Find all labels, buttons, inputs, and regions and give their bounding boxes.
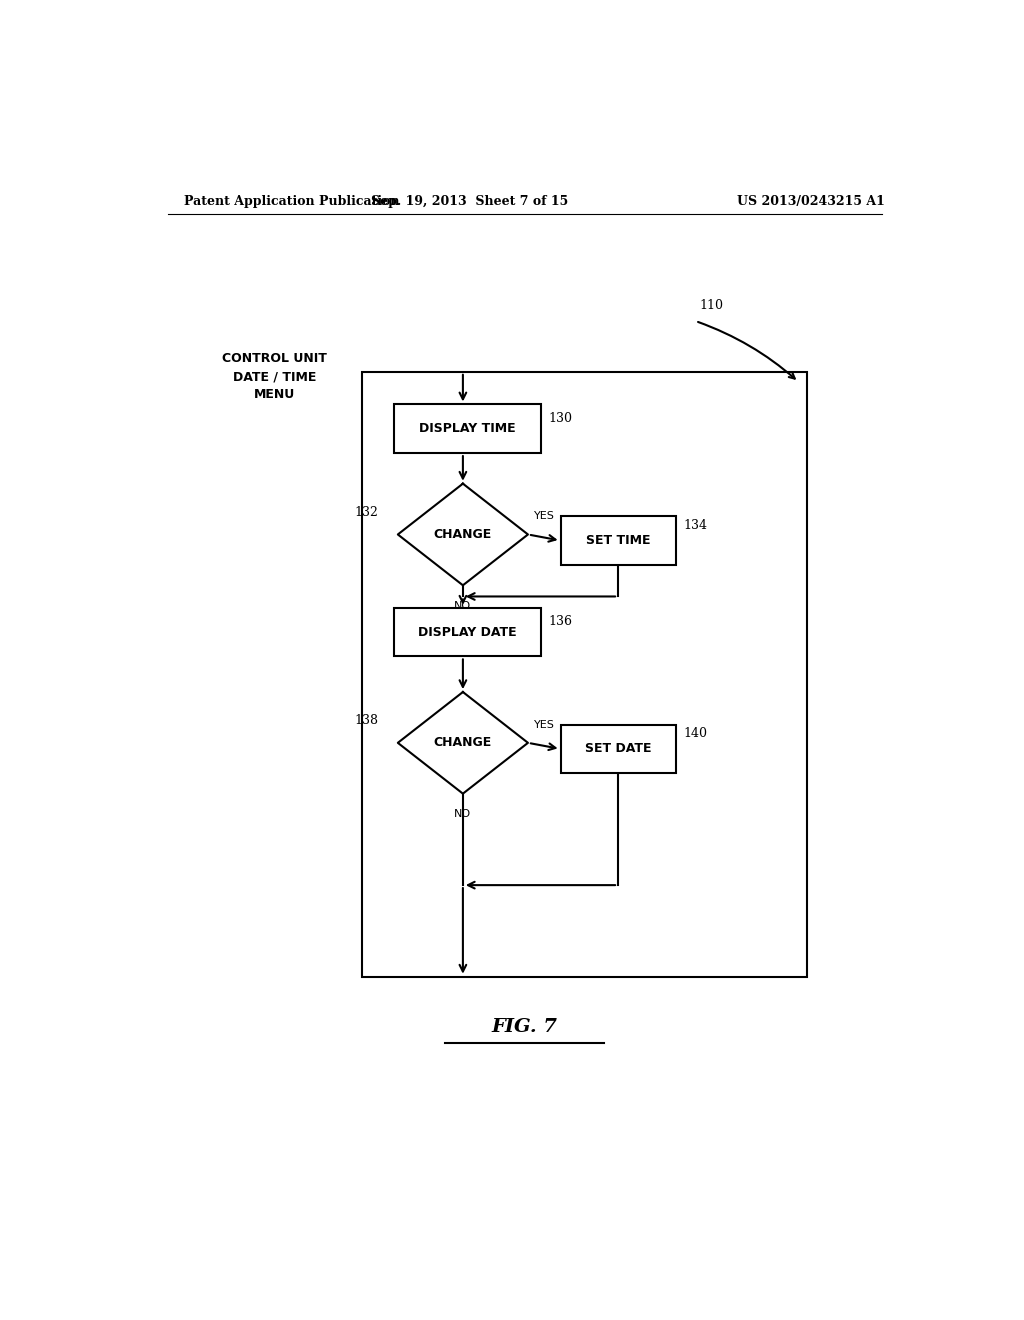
Text: Patent Application Publication: Patent Application Publication [183,194,399,207]
Bar [362,372,807,977]
Text: 132: 132 [354,506,378,519]
Text: DISPLAY TIME: DISPLAY TIME [419,422,515,436]
Text: YES: YES [535,511,555,521]
Text: CONTROL UNIT
DATE / TIME
MENU: CONTROL UNIT DATE / TIME MENU [222,352,328,401]
Text: NO: NO [454,809,470,818]
Bar [394,404,541,453]
Text: 140: 140 [684,727,708,741]
Text: SET TIME: SET TIME [586,535,650,546]
Text: 138: 138 [354,714,378,727]
Text: FIG. 7: FIG. 7 [492,1019,558,1036]
Polygon shape [397,483,528,585]
Text: NO: NO [454,601,470,611]
Text: DISPLAY DATE: DISPLAY DATE [418,626,516,639]
Bar [560,725,676,774]
Text: 136: 136 [549,615,572,628]
Bar [560,516,676,565]
Text: Sep. 19, 2013  Sheet 7 of 15: Sep. 19, 2013 Sheet 7 of 15 [371,194,568,207]
Text: 110: 110 [699,300,723,313]
Text: 134: 134 [684,519,708,532]
Text: SET DATE: SET DATE [585,742,651,755]
Text: CHANGE: CHANGE [434,737,492,750]
Bar [394,607,541,656]
Polygon shape [397,692,528,793]
Text: 130: 130 [549,412,572,425]
Text: US 2013/0243215 A1: US 2013/0243215 A1 [736,194,885,207]
Text: CHANGE: CHANGE [434,528,492,541]
Text: YES: YES [535,719,555,730]
